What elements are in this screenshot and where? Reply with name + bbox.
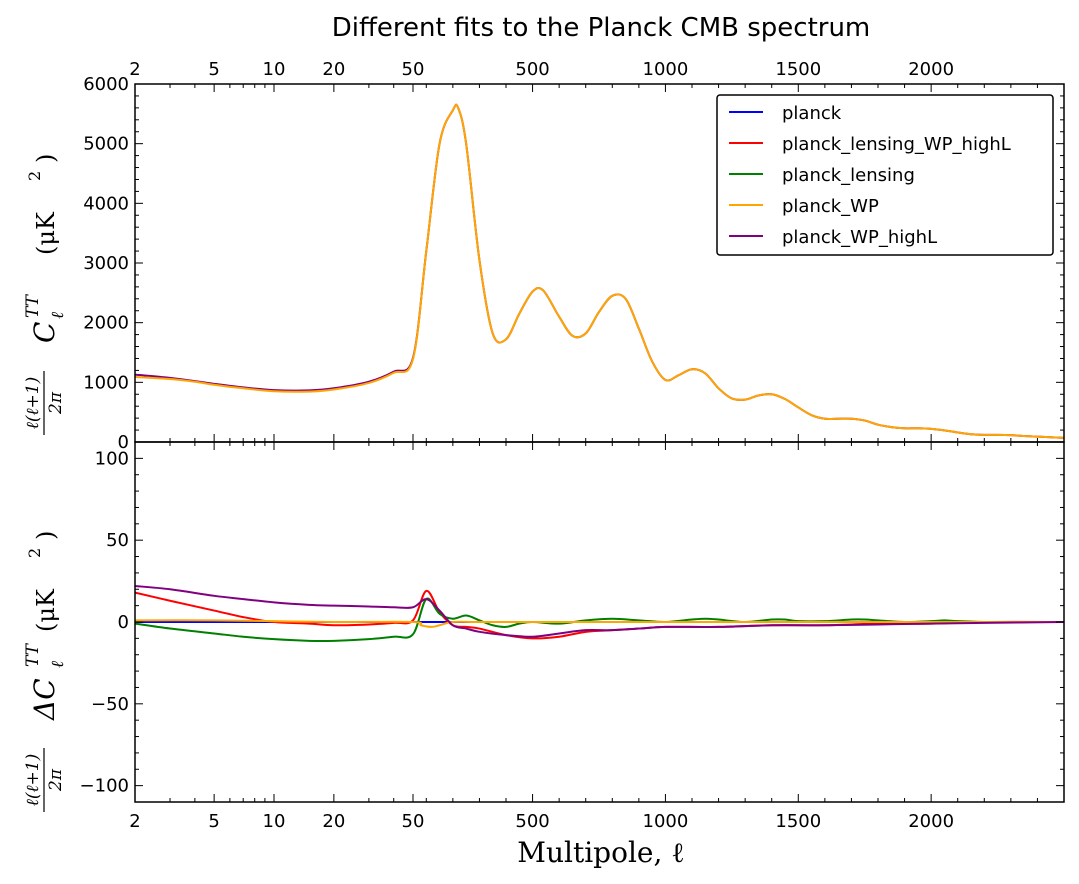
- x-tick-label-top: 1000: [643, 59, 689, 80]
- y-tick-label-bottom: 50: [106, 530, 129, 551]
- x-tick-label-top: 10: [263, 59, 286, 80]
- x-tick-label-top: 5: [208, 59, 219, 80]
- svg-text:2: 2: [25, 171, 44, 181]
- svg-text:ℓ: ℓ: [48, 661, 68, 668]
- x-tick-label-bottom: 50: [402, 811, 425, 832]
- y-tick-label-bottom: 100: [95, 448, 129, 469]
- legend-label-planck_lensing_WP_highL: planck_lensing_WP_highL: [782, 134, 1011, 155]
- svg-text:C: C: [28, 322, 61, 343]
- x-tick-label-top: 50: [402, 59, 425, 80]
- svg-text:ℓ(ℓ+1): ℓ(ℓ+1): [23, 754, 43, 807]
- svg-text:ΔC: ΔC: [28, 678, 61, 721]
- y-tick-label-bottom: 0: [118, 612, 129, 633]
- y-tick-label-top: 3000: [83, 253, 129, 274]
- x-tick-label-top: 2000: [908, 59, 954, 80]
- svg-text:ℓ: ℓ: [48, 312, 68, 319]
- bottom-x-tick-labels: 2 5 10 20 50 500 1000 1500 2000: [129, 811, 954, 832]
- x-tick-label-bottom: 1500: [775, 811, 821, 832]
- bottom-panel: 100 50 0 −50 −100: [80, 441, 1065, 803]
- x-tick-label-bottom: 500: [515, 811, 549, 832]
- svg-text:TT: TT: [23, 642, 43, 667]
- x-tick-label-top: 500: [515, 59, 549, 80]
- x-tick-label-bottom: 5: [208, 811, 219, 832]
- y-tick-label-top: 5000: [83, 134, 129, 155]
- x-tick-label-bottom: 20: [322, 811, 345, 832]
- x-tick-label-bottom: 2000: [908, 811, 954, 832]
- svg-text:2π: 2π: [46, 391, 66, 415]
- series-line-bottom-planck_WP: [135, 619, 1064, 628]
- y-axis-label-top: ℓ(ℓ+1) 2π C TT ℓ (μK 2): [23, 154, 68, 435]
- svg-text:(μK: (μK: [32, 211, 60, 255]
- y-tick-label-top: 6000: [83, 74, 129, 95]
- svg-text:): ): [32, 154, 60, 163]
- x-tick-label-bottom: 10: [263, 811, 286, 832]
- svg-text:ℓ(ℓ+1): ℓ(ℓ+1): [23, 377, 43, 430]
- top-x-tick-labels: 2 5 10 20 50 500 1000 1500 2000: [129, 59, 954, 80]
- y-tick-label-bottom: −50: [91, 694, 129, 715]
- x-tick-label-bottom: 2: [129, 811, 140, 832]
- legend-label-planck_WP: planck_WP: [782, 196, 879, 217]
- legend-label-planck_lensing: planck_lensing: [782, 165, 915, 186]
- y-tick-label-top: 0: [118, 432, 129, 453]
- x-tick-label-bottom: 1000: [643, 811, 689, 832]
- x-tick-label-top: 1500: [775, 59, 821, 80]
- y-tick-label-top: 4000: [83, 193, 129, 214]
- y-axis-label-bottom: ℓ(ℓ+1) 2π ΔC TT ℓ (μK 2): [23, 531, 68, 812]
- legend-box: [716, 94, 1054, 256]
- legend-label-planck_WP_highL: planck_WP_highL: [782, 227, 937, 248]
- x-tick-label-top: 20: [322, 59, 345, 80]
- svg-text:TT: TT: [23, 293, 43, 318]
- svg-text:2π: 2π: [46, 768, 66, 792]
- series-line-bottom-planck_lensing: [135, 597, 1064, 643]
- legend-label-planck: planck: [782, 103, 842, 124]
- series-line-bottom-planck_lensing_WP_highL: [135, 589, 1064, 640]
- series-line-bottom-planck_WP_highL: [135, 585, 1064, 638]
- x-axis-label: Multipole, ℓ: [517, 836, 684, 869]
- svg-text:2: 2: [25, 548, 44, 558]
- chart-title: Different fits to the Planck CMB spectru…: [332, 13, 871, 43]
- y-tick-label-top: 2000: [83, 313, 129, 334]
- x-tick-label-top: 2: [129, 59, 140, 80]
- svg-text:): ): [32, 531, 60, 540]
- svg-text:(μK: (μK: [32, 588, 60, 632]
- y-tick-label-top: 1000: [83, 372, 129, 393]
- y-tick-label-bottom: −100: [80, 776, 129, 797]
- series-line-top-planck_WP: [135, 103, 1064, 439]
- legend: planck planck_lensing_WP_highL planck_lens…: [716, 94, 1054, 256]
